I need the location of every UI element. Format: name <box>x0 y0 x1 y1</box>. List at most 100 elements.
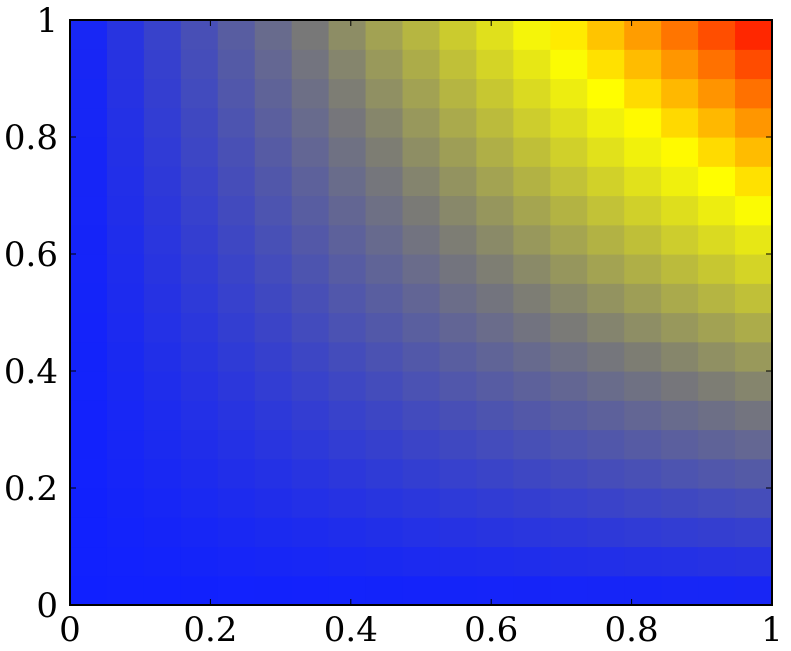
heatmap-cell <box>70 517 108 548</box>
heatmap-cell <box>550 400 588 431</box>
heatmap-cell <box>513 575 551 606</box>
heatmap-cell <box>735 429 773 460</box>
y-tick-label: 0 <box>36 586 58 626</box>
heatmap-cell <box>550 20 588 50</box>
heatmap-cell <box>476 107 514 138</box>
heatmap-cell <box>476 20 514 50</box>
heatmap-cell <box>735 517 773 548</box>
heatmap-cell <box>254 341 293 372</box>
heatmap-cell <box>587 78 625 109</box>
heatmap-cell <box>698 195 736 226</box>
heatmap-cell <box>476 400 514 431</box>
heatmap-cell <box>254 107 293 138</box>
x-tick-label: 0 <box>59 610 81 650</box>
heatmap-cell <box>698 224 736 255</box>
heatmap-cell <box>624 254 662 284</box>
heatmap-cell <box>698 488 736 518</box>
heatmap-cell <box>587 166 625 197</box>
heatmap-cell <box>513 458 551 489</box>
heatmap-cell <box>70 254 108 284</box>
heatmap-cell <box>402 371 441 401</box>
heatmap-cell <box>698 20 736 50</box>
heatmap-cell <box>587 429 625 460</box>
heatmap-cell <box>587 371 625 401</box>
heatmap-cell <box>513 254 551 284</box>
heatmap-cell <box>550 254 588 284</box>
heatmap-cell <box>328 575 367 606</box>
plot-frame <box>69 19 773 606</box>
heatmap-cell <box>661 429 699 460</box>
heatmap-cell <box>550 49 588 80</box>
heatmap-cell <box>735 20 773 50</box>
heatmap-cell <box>291 312 330 343</box>
heatmap-cell <box>698 137 736 167</box>
heatmap-cell <box>513 224 551 255</box>
heatmap-cell <box>143 488 182 518</box>
heatmap-cell <box>328 224 367 255</box>
heatmap-cell <box>291 546 330 577</box>
heatmap-cell <box>476 488 514 518</box>
heatmap-cell <box>217 20 256 50</box>
heatmap-cell <box>550 429 588 460</box>
heatmap-cell <box>513 20 551 50</box>
heatmap-cell <box>254 371 293 401</box>
heatmap-cell <box>439 78 478 109</box>
heatmap-cell <box>735 254 773 284</box>
heatmap-cell <box>217 429 256 460</box>
heatmap-cell <box>513 137 551 167</box>
heatmap-cell <box>439 458 478 489</box>
heatmap-cell <box>180 575 219 606</box>
heatmap-cell <box>143 546 182 577</box>
heatmap-cell <box>698 283 736 314</box>
heatmap-cell <box>70 458 108 489</box>
heatmap-cell <box>550 341 588 372</box>
heatmap-cell <box>70 283 108 314</box>
heatmap-cell <box>143 224 182 255</box>
heatmap-cell <box>180 546 219 577</box>
heatmap-cell <box>550 371 588 401</box>
heatmap-cell <box>365 488 404 518</box>
heatmap-cell <box>698 312 736 343</box>
heatmap-cell <box>217 166 256 197</box>
heatmap-cell <box>735 49 773 80</box>
heatmap-cell <box>476 371 514 401</box>
heatmap-cell <box>365 224 404 255</box>
heatmap-cell <box>291 166 330 197</box>
heatmap-cell <box>328 137 367 167</box>
heatmap-cell <box>661 341 699 372</box>
heatmap-cell <box>550 575 588 606</box>
y-tick-label: 0.2 <box>4 469 58 509</box>
heatmap-cell <box>70 224 108 255</box>
heatmap-cell <box>661 166 699 197</box>
heatmap-cell <box>180 312 219 343</box>
heatmap-cell <box>328 49 367 80</box>
heatmap-cell <box>476 458 514 489</box>
heatmap-cell <box>106 254 145 284</box>
heatmap-cell <box>624 49 662 80</box>
heatmap-cell <box>624 78 662 109</box>
heatmap-cell <box>254 575 293 606</box>
heatmap-cell <box>365 312 404 343</box>
heatmap-cell <box>180 195 219 226</box>
heatmap-cell <box>624 575 662 606</box>
heatmap-cell <box>328 488 367 518</box>
heatmap-cell <box>513 400 551 431</box>
heatmap-cell <box>439 49 478 80</box>
heatmap-cell <box>476 429 514 460</box>
heatmap-cell <box>698 429 736 460</box>
heatmap-cell <box>476 254 514 284</box>
heatmap-cell <box>550 166 588 197</box>
heatmap-cell <box>402 107 441 138</box>
heatmap-cell <box>661 400 699 431</box>
heatmap-cell <box>735 107 773 138</box>
heatmap-cell <box>661 488 699 518</box>
heatmap-cell <box>291 137 330 167</box>
heatmap-cell <box>291 254 330 284</box>
heatmap-cell <box>217 137 256 167</box>
heatmap-cell <box>698 254 736 284</box>
heatmap-cell <box>180 166 219 197</box>
heatmap-cell <box>143 575 182 606</box>
heatmap-cell <box>143 78 182 109</box>
heatmap-cells <box>70 20 773 606</box>
